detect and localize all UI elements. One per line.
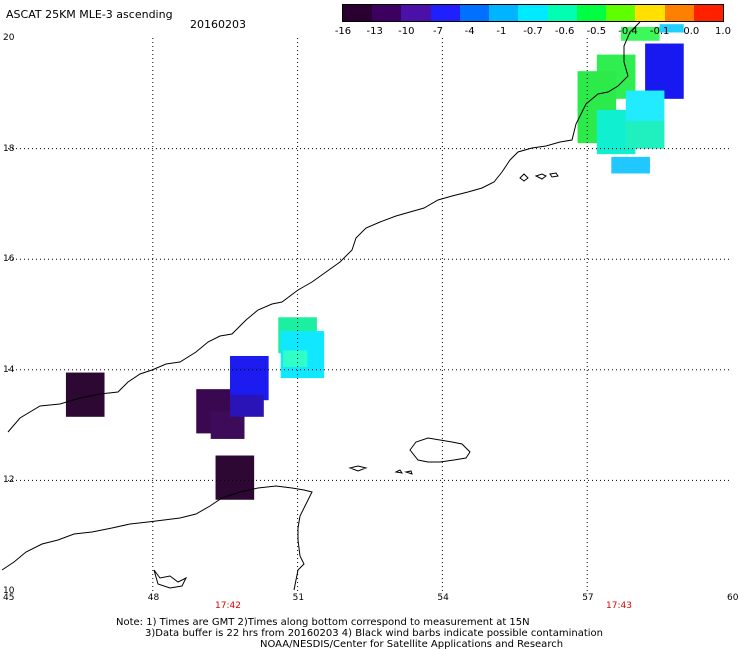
note-line-3: NOAA/NESDIS/Center for Satellite Applica… xyxy=(260,639,564,650)
colorbar-tick-label: -7 xyxy=(433,26,443,37)
lat-lon-grid xyxy=(8,38,732,591)
lon-label: 51 xyxy=(292,593,305,603)
colorbar-tick-label: -10 xyxy=(398,26,415,37)
colorbar-swatch xyxy=(430,5,460,21)
wind-cell-9 xyxy=(620,26,660,41)
lat-label: 12 xyxy=(3,475,15,486)
lat-label: 18 xyxy=(3,143,15,154)
wind-cell-17 xyxy=(625,120,665,149)
colorbar-tick-label: -4 xyxy=(464,26,475,37)
note-line-2: 3)Data buffer is 22 hrs from 20160203 4)… xyxy=(145,628,603,639)
colorbar-swatch xyxy=(459,5,490,21)
colorbar-swatch xyxy=(518,5,548,21)
colorbar-tick-label: -0.1 xyxy=(649,26,670,37)
colorbar-swatch xyxy=(372,5,402,21)
wind-cell-12 xyxy=(645,43,684,99)
lat-label: 14 xyxy=(3,364,15,375)
map-date: 20160203 xyxy=(190,18,246,31)
coastline-africa xyxy=(1,485,313,591)
wind-cells xyxy=(65,24,684,500)
wind-cell-10 xyxy=(659,24,684,33)
colorbar-tick-label: -0.4 xyxy=(618,26,638,37)
colorbar-swatch xyxy=(635,5,665,21)
colorbar-tick-label: -0.6 xyxy=(554,26,575,37)
coastline xyxy=(1,21,641,591)
wind-cell-8 xyxy=(283,350,308,368)
lon-label: 60 xyxy=(727,593,739,603)
colorbar-tick-label: -0.5 xyxy=(586,26,607,37)
colorbar-swatch xyxy=(664,5,694,21)
note-line-1: Note: 1) Times are GMT 2)Times along bot… xyxy=(116,617,530,628)
colorbar-tick-label: -13 xyxy=(366,26,383,37)
coastline-socotra xyxy=(409,437,471,463)
colorbar-swatch xyxy=(343,5,373,21)
coastline-arabia xyxy=(7,21,641,433)
time-label-1: 17:42 xyxy=(215,601,241,611)
colorbar xyxy=(342,4,724,22)
lon-label: 54 xyxy=(437,593,449,603)
colorbar-swatch xyxy=(693,5,724,21)
lat-label: 16 xyxy=(3,254,15,265)
lon-label: 48 xyxy=(147,593,160,603)
coastline-detail xyxy=(153,569,188,589)
lat-label: 10 xyxy=(3,586,15,596)
map-title: ASCAT 25KM MLE-3 ascending xyxy=(6,8,173,21)
colorbar-swatch xyxy=(606,5,636,21)
colorbar-swatch xyxy=(489,5,519,21)
colorbar-tick-label: -16 xyxy=(334,26,352,37)
lon-label: 57 xyxy=(582,593,594,603)
wind-cell-5 xyxy=(215,455,255,500)
lat-label: 20 xyxy=(3,33,15,43)
colorbar-tick-label: 0.0 xyxy=(683,26,700,37)
colorbar-swatch xyxy=(576,5,607,21)
time-label-2: 17:43 xyxy=(606,601,632,611)
colorbar-tick-label: -1 xyxy=(496,26,507,37)
colorbar-swatch xyxy=(547,5,577,21)
wind-cell-3 xyxy=(230,355,269,401)
colorbar-swatch xyxy=(401,5,431,21)
coastline-islets xyxy=(348,465,413,475)
coastline-island-oman xyxy=(519,172,559,182)
wind-cell-4 xyxy=(230,394,264,417)
colorbar-tick-label: -0.7 xyxy=(523,26,543,37)
colorbar-tick-label: 1.0 xyxy=(715,26,731,37)
wind-cell-16 xyxy=(611,156,650,174)
lon-label: 45 xyxy=(3,593,15,603)
